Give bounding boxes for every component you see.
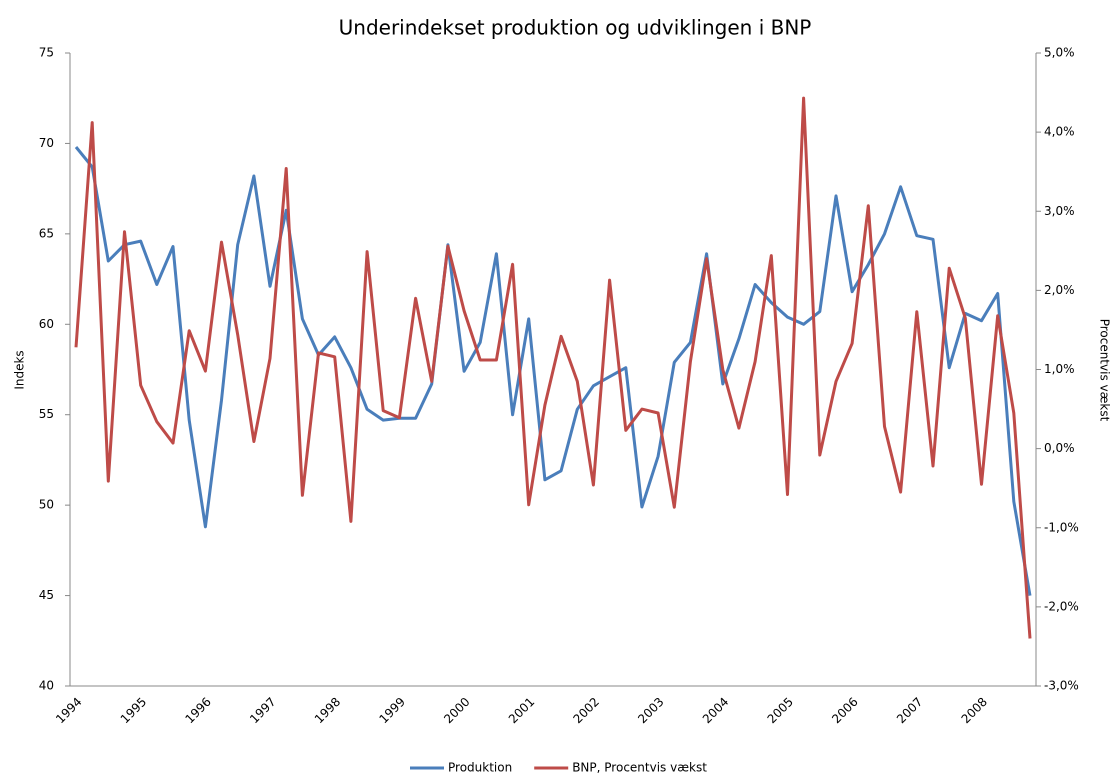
y-axis-label: Indeks [13, 350, 27, 389]
y-tick-label: 40 [39, 679, 54, 693]
y-tick-label: 45 [39, 588, 54, 602]
y2-tick-label: -1,0% [1044, 520, 1079, 534]
x-tick-label: 2008 [959, 695, 990, 726]
y2-tick-label: 4,0% [1044, 125, 1075, 139]
y-tick-label: 70 [39, 136, 54, 150]
y-tick-label: 75 [39, 46, 54, 60]
x-tick-label: 1996 [182, 695, 213, 726]
x-tick-label: 2000 [441, 695, 472, 726]
x-tick-label: 1994 [53, 695, 84, 726]
y2-tick-label: -3,0% [1044, 679, 1079, 693]
x-tick-label: 2001 [506, 695, 537, 726]
y-tick-label: 50 [39, 498, 54, 512]
legend-label: Produktion [448, 761, 512, 775]
y2-tick-label: 1,0% [1044, 362, 1075, 376]
x-tick-label: 2005 [765, 695, 796, 726]
y-tick-label: 65 [39, 226, 54, 240]
legend-label: BNP, Procentvis vækst [572, 761, 707, 775]
x-tick-label: 1997 [247, 695, 278, 726]
x-tick-label: 1995 [118, 695, 149, 726]
x-tick-label: 1999 [376, 695, 407, 726]
y2-tick-label: 0,0% [1044, 441, 1075, 455]
x-tick-label: 2006 [829, 695, 860, 726]
x-tick-label: 2004 [700, 695, 731, 726]
y-tick-label: 55 [39, 407, 54, 421]
x-tick-label: 2003 [635, 695, 666, 726]
y2-tick-label: 2,0% [1044, 283, 1075, 297]
chart-title: Underindekset produktion og udviklingen … [339, 16, 812, 40]
y2-tick-label: 3,0% [1044, 204, 1075, 218]
x-tick-label: 2002 [571, 695, 602, 726]
x-tick-label: 1998 [312, 695, 343, 726]
y-tick-label: 60 [39, 317, 54, 331]
y2-tick-label: 5,0% [1044, 46, 1075, 60]
y2-axis-label: Procentvis vækst [1098, 319, 1112, 422]
x-tick-label: 2007 [894, 695, 925, 726]
series-line [74, 96, 1032, 639]
y2-tick-label: -2,0% [1044, 599, 1079, 613]
